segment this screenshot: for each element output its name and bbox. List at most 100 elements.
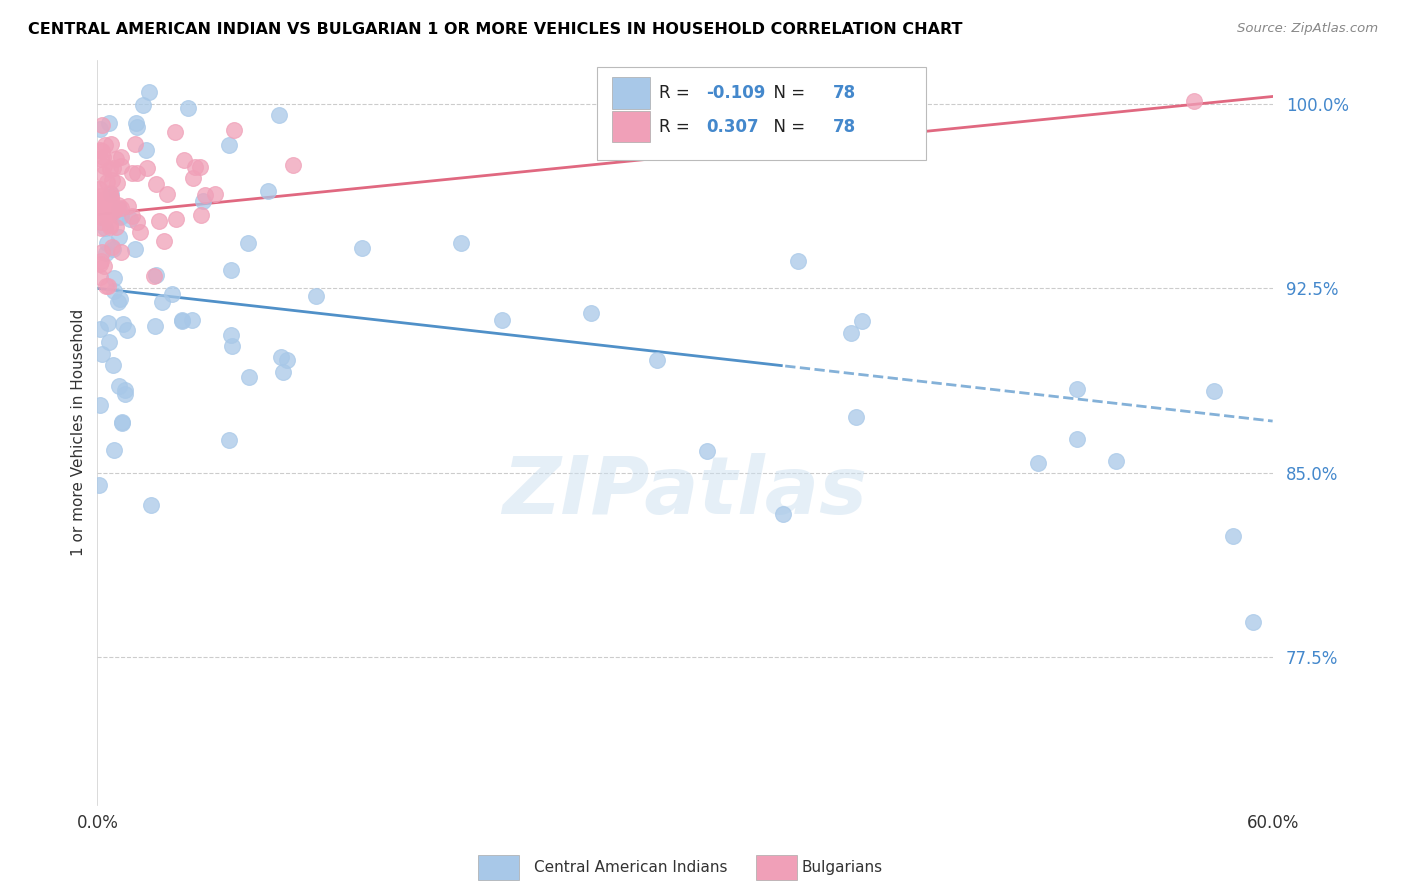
Point (177, 102, 200, 116)
Point (93, 259, 115, 273)
Text: -0.109: -0.109 (706, 84, 765, 102)
Point (270, 350, 292, 364)
Point (851, 313, 873, 327)
FancyBboxPatch shape (612, 111, 650, 143)
Text: Bulgarians: Bulgarians (801, 860, 883, 874)
Point (180, 313, 202, 327)
Point (103, 358, 125, 372)
Point (103, 161, 125, 176)
Point (91, 118, 114, 132)
Point (136, 161, 159, 176)
Text: 0.307: 0.307 (706, 118, 759, 136)
Point (190, 208, 212, 222)
FancyBboxPatch shape (612, 78, 650, 109)
Point (107, 198, 129, 212)
Point (89, 194, 111, 208)
Point (90, 214, 112, 228)
Point (117, 322, 139, 336)
Y-axis label: 1 or more Vehicles in Household: 1 or more Vehicles in Household (72, 309, 86, 556)
Point (1222, 529, 1244, 543)
Point (89, 322, 111, 336)
Point (1241, 615, 1264, 629)
Point (1105, 454, 1128, 468)
Point (94, 197, 117, 211)
Point (135, 144, 157, 158)
Point (93, 208, 115, 222)
Point (111, 415, 134, 429)
Point (89, 188, 111, 202)
Point (98, 218, 121, 232)
Point (90, 211, 112, 225)
Point (90, 245, 112, 260)
Point (89, 182, 111, 196)
Point (772, 507, 794, 521)
Point (97, 316, 120, 330)
Point (283, 158, 305, 172)
Point (491, 312, 513, 326)
Point (110, 292, 132, 306)
Point (98, 186, 121, 201)
Point (103, 442, 125, 457)
Point (305, 288, 328, 302)
Point (221, 339, 243, 353)
Point (1066, 382, 1088, 396)
Point (153, 235, 176, 249)
Point (100, 186, 122, 201)
Point (100, 173, 122, 187)
Point (107, 202, 129, 217)
Point (110, 245, 132, 260)
Point (91, 167, 114, 181)
Point (104, 153, 127, 167)
Point (165, 211, 187, 226)
Point (117, 199, 139, 213)
Point (124, 137, 146, 152)
Point (89, 122, 111, 136)
Point (89, 201, 111, 215)
Point (108, 210, 131, 224)
Point (257, 184, 280, 198)
Point (101, 240, 124, 254)
Point (121, 166, 143, 180)
Point (219, 328, 242, 343)
Text: 78: 78 (834, 84, 856, 102)
Point (163, 125, 186, 139)
Point (218, 433, 240, 447)
Point (1202, 384, 1225, 399)
Point (238, 235, 260, 250)
Point (238, 370, 260, 384)
Point (105, 202, 128, 217)
Point (204, 186, 226, 201)
Point (89, 257, 111, 271)
Point (105, 176, 128, 190)
Point (194, 188, 217, 202)
Text: N =: N = (762, 84, 810, 102)
Point (110, 150, 132, 164)
Point (96, 236, 118, 251)
Point (107, 294, 129, 309)
Point (145, 177, 167, 191)
Point (111, 416, 134, 430)
Point (1026, 456, 1049, 470)
Point (190, 160, 212, 174)
Point (129, 225, 152, 239)
Point (221, 263, 243, 277)
FancyBboxPatch shape (596, 67, 927, 161)
Point (156, 187, 179, 202)
Point (267, 108, 290, 122)
Point (93, 150, 115, 164)
Point (145, 268, 167, 282)
Point (131, 98, 153, 112)
Text: ZIPatlas: ZIPatlas (502, 453, 868, 531)
Point (94, 245, 117, 260)
Point (110, 201, 132, 215)
Point (110, 159, 132, 173)
Point (100, 190, 122, 204)
Point (224, 123, 246, 137)
Text: CENTRAL AMERICAN INDIAN VS BULGARIAN 1 OR MORE VEHICLES IN HOUSEHOLD CORRELATION: CENTRAL AMERICAN INDIAN VS BULGARIAN 1 O… (28, 22, 963, 37)
Point (89, 254, 111, 268)
Point (107, 379, 129, 393)
Point (100, 137, 122, 152)
Point (845, 410, 868, 425)
Point (127, 166, 149, 180)
Text: 78: 78 (834, 118, 856, 136)
